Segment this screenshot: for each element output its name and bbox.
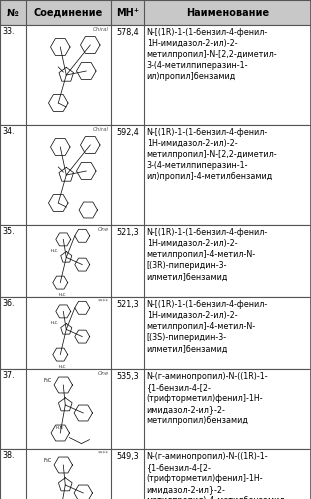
Bar — [0, 225, 311, 297]
Text: H₂N: H₂N — [56, 427, 63, 431]
Text: №: № — [7, 7, 19, 17]
Text: 35.: 35. — [2, 227, 15, 236]
Bar — [0, 449, 311, 499]
Text: 549,3: 549,3 — [116, 452, 139, 461]
Text: Chiral: Chiral — [93, 27, 109, 32]
Bar — [0, 125, 311, 225]
Text: 592,4: 592,4 — [116, 128, 139, 137]
Text: H₃C: H₃C — [58, 365, 66, 369]
Text: N-[(1R)-1-(1-бензил-4-фенил-
1H-имидазол-2-ил)-2-
метилпропил]-4-метил-N-
[(3R)-: N-[(1R)-1-(1-бензил-4-фенил- 1H-имидазол… — [147, 228, 268, 281]
Text: 578,4: 578,4 — [116, 28, 139, 37]
Text: H₃C: H₃C — [58, 293, 66, 297]
Text: ****: **** — [98, 299, 109, 304]
Text: F₃C: F₃C — [44, 378, 52, 383]
Text: N-(г-аминопропил)-N-((1R)-1-
{1-бензил-4-[2-
(трифторметил)фенил]-1H-
имидазол-2: N-(г-аминопропил)-N-((1R)-1- {1-бензил-4… — [147, 372, 268, 426]
Text: N-[(1R)-1-(1-бензил-4-фенил-
1H-имидазол-2-ил)-2-
метилпропил]-4-метил-N-
[(3S)-: N-[(1R)-1-(1-бензил-4-фенил- 1H-имидазол… — [147, 300, 268, 353]
Text: 33.: 33. — [2, 27, 15, 36]
Bar — [0, 369, 311, 449]
Text: One: One — [98, 227, 109, 232]
Text: 36.: 36. — [2, 299, 15, 308]
Text: One: One — [98, 371, 109, 376]
Text: N-(г-аминопропил)-N-((1R)-1-
{1-бензил-4-[2-
(трифторметил)фенил]-1H-
имидазол-2: N-(г-аминопропил)-N-((1R)-1- {1-бензил-4… — [147, 452, 285, 499]
Text: MH⁺: MH⁺ — [116, 7, 139, 17]
Bar — [0, 25, 311, 125]
Bar — [0, 297, 311, 369]
Text: H₃C: H₃C — [51, 321, 58, 325]
Text: Chiral: Chiral — [93, 127, 109, 132]
Bar — [0, 0, 311, 25]
Text: Наименование: Наименование — [186, 7, 269, 17]
Text: 38.: 38. — [2, 451, 15, 460]
Text: 535,3: 535,3 — [116, 372, 139, 381]
Text: 37.: 37. — [2, 371, 15, 380]
Text: 34.: 34. — [2, 127, 15, 136]
Text: N-[(1R)-1-(1-бензил-4-фенил-
1H-имидазол-2-ил)-2-
метилпропил]-N-[2,2-диметил-
3: N-[(1R)-1-(1-бензил-4-фенил- 1H-имидазол… — [147, 128, 277, 182]
Text: 521,3: 521,3 — [116, 300, 139, 309]
Text: N-[(1R)-1-(1-бензил-4-фенил-
1H-имидазол-2-ил)-2-
метилпропил]-N-[2,2-диметил-
3: N-[(1R)-1-(1-бензил-4-фенил- 1H-имидазол… — [147, 28, 277, 81]
Text: ****: **** — [98, 451, 109, 456]
Text: 521,3: 521,3 — [116, 228, 139, 237]
Text: F₃C: F₃C — [44, 458, 52, 463]
Text: H₃C: H₃C — [51, 250, 58, 253]
Text: Соединение: Соединение — [34, 7, 103, 17]
